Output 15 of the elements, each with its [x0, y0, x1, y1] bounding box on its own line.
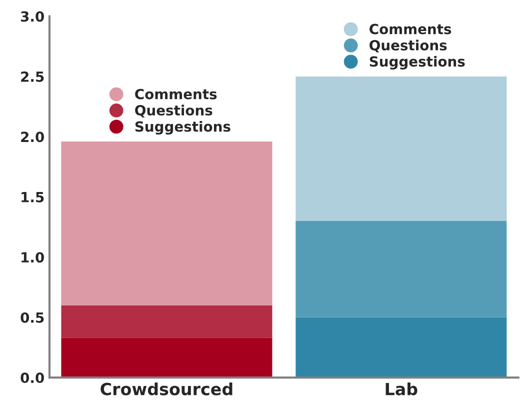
x-tick-label: Lab — [386, 382, 418, 396]
y-tick-label: 0.5 — [20, 312, 44, 323]
legend-label: Comments — [135, 88, 217, 100]
legend-label: Suggestions — [135, 121, 230, 135]
y-tick-label: 0.0 — [20, 372, 44, 384]
y-tick-label: 1.0 — [22, 252, 44, 263]
y-tick-label: 1.5 — [22, 192, 44, 202]
legend-label: Suggestions — [370, 56, 465, 70]
legend-label: Questions — [135, 104, 212, 118]
x-tick-label: Crowdsourced — [100, 382, 232, 396]
legend-label: Comments — [370, 24, 452, 34]
y-tick-label: 2.5 — [21, 71, 44, 82]
y-tick-label: 3.0 — [20, 11, 44, 22]
legend-label: Questions — [370, 40, 447, 52]
y-tick-label: 2.0 — [21, 132, 44, 142]
